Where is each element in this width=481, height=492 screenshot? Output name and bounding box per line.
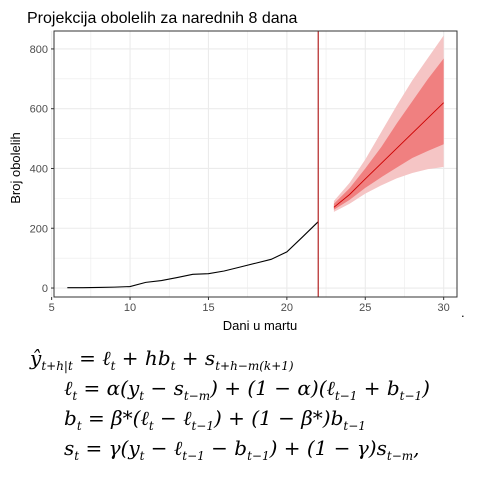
axes: 5 10 15 20 25 30 0 200 400 600 800 [30, 44, 450, 314]
y-tick-label: 400 [30, 163, 48, 175]
observed-line [67, 221, 319, 289]
y-tick-label: 600 [30, 104, 48, 116]
formula-level: ℓt = α(yt − st−m) + (1 − α)(ℓt−1 + bt−1) [64, 376, 430, 403]
formula-forecast: ŷt+h|t = ℓt + hbt + st+h−m(k+1) [30, 346, 294, 373]
x-tick-label: 10 [124, 302, 136, 314]
formula-season: st = γ(yt − ℓt−1 − bt−1) + (1 − γ)st−m, [64, 436, 420, 463]
band-80 [333, 58, 444, 210]
y-axis-label: Broj obolelih [8, 132, 23, 204]
forecast-bands [333, 35, 444, 212]
x-tick-label: 5 [49, 302, 55, 314]
y-tick-label: 800 [30, 44, 48, 56]
trailing-dot: . [461, 305, 465, 320]
y-tick-label: 0 [42, 283, 48, 295]
band-95 [333, 35, 444, 212]
x-tick-label: 20 [281, 302, 293, 314]
chart-title: Projekcija obolelih za narednih 8 dana [27, 10, 298, 27]
series-lines [67, 31, 444, 297]
formula-block: ŷt+h|t = ℓt + hbt + st+h−m(k+1) ℓt = α(y… [0, 338, 481, 492]
x-tick-label: 30 [438, 302, 450, 314]
formula-trend: bt = β*(ℓt − ℓt−1) + (1 − β*)bt−1 [64, 406, 366, 433]
x-axis-label: Dani u martu [223, 318, 297, 333]
x-tick-label: 15 [202, 302, 214, 314]
formula-forecast-text: ŷt+h|t = ℓt + hbt + st+h−m(k+1) [30, 346, 294, 373]
x-tick-label: 25 [359, 302, 371, 314]
forecast-line [333, 102, 444, 208]
panel-border [53, 30, 458, 298]
y-tick-label: 200 [30, 223, 48, 235]
chart: Projekcija obolelih za narednih 8 dana 5… [8, 10, 465, 333]
